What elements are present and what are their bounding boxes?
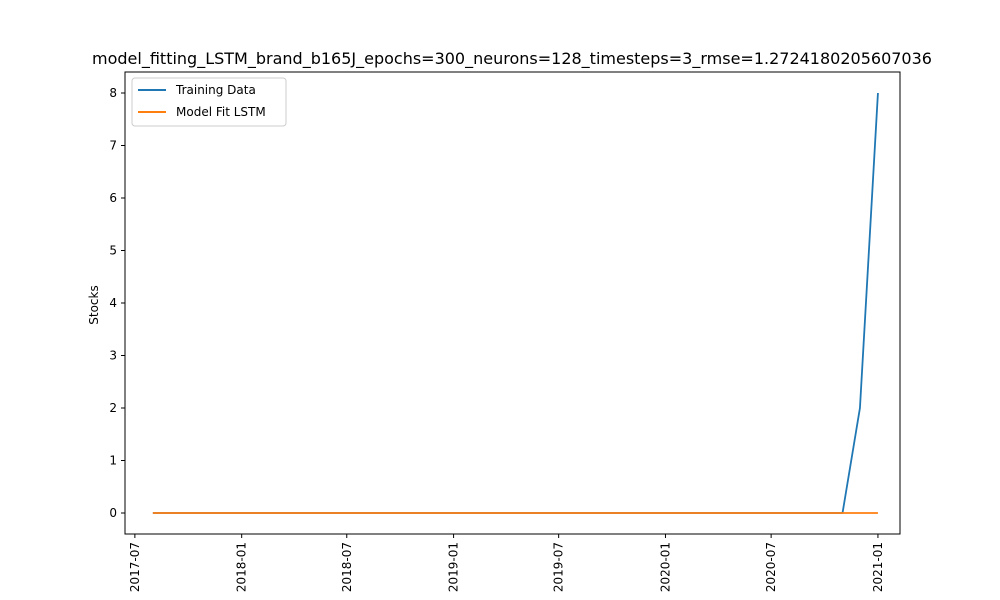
y-axis-label: Stocks <box>87 285 101 324</box>
x-tick-label: 2019-01 <box>447 542 461 592</box>
y-tick-label: 0 <box>109 506 117 520</box>
x-tick-label: 2018-07 <box>340 542 354 592</box>
y-tick-label: 1 <box>109 454 117 468</box>
y-tick-label: 3 <box>109 349 117 363</box>
legend-box <box>131 77 287 127</box>
y-tick-label: 4 <box>109 296 117 310</box>
legend: Training Data Model Fit LSTM <box>131 77 287 127</box>
legend-label-model-fit: Model Fit LSTM <box>176 105 266 119</box>
x-tick-label: 2017-07 <box>128 542 142 592</box>
y-tick-label: 7 <box>109 139 117 153</box>
x-tick-label: 2018-01 <box>235 542 249 592</box>
x-axis-ticks: 2017-07 2018-01 2018-07 2019-01 2019-07 2020-… <box>128 534 885 592</box>
x-tick-label: 2019-07 <box>552 542 566 592</box>
plot-frame <box>124 71 901 535</box>
x-tick-label: 2021-01 <box>871 542 885 592</box>
chart-title: model_fitting_LSTM_brand_b165J_epochs=30… <box>92 49 932 69</box>
y-tick-label: 2 <box>109 401 117 415</box>
y-axis-ticks: 0 1 2 3 4 5 6 7 8 <box>109 86 125 520</box>
y-tick-label: 8 <box>109 86 117 100</box>
series-layer <box>152 92 879 514</box>
x-tick-label: 2020-07 <box>764 542 778 592</box>
x-tick-label: 2020-01 <box>658 542 672 592</box>
legend-label-training-data: Training Data <box>175 83 256 97</box>
y-tick-label: 6 <box>109 191 117 205</box>
y-tick-label: 5 <box>109 244 117 258</box>
